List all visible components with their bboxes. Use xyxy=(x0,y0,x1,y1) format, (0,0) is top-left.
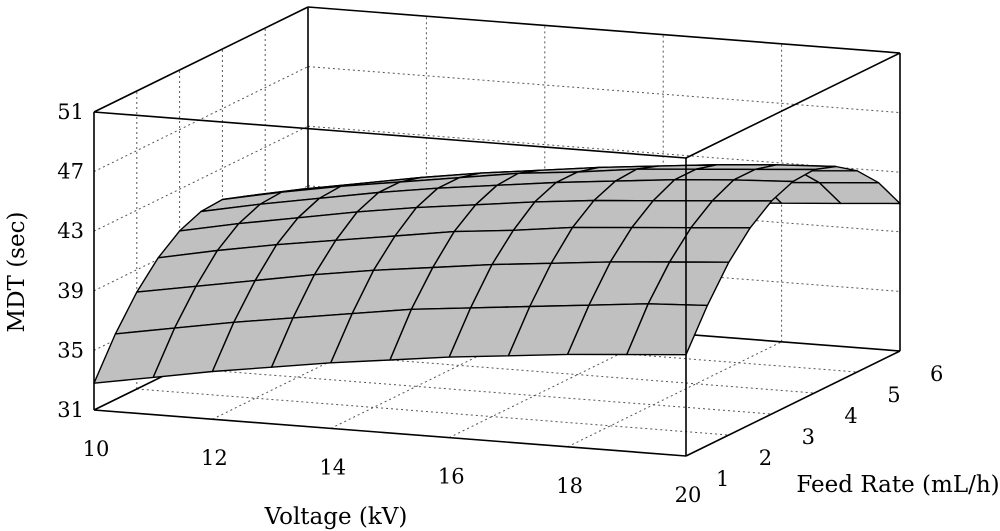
y-tick-label: 1 xyxy=(716,467,729,491)
x-tick-label: 14 xyxy=(319,455,346,479)
box-edge xyxy=(307,6,901,54)
x-tick-label: 10 xyxy=(83,437,110,461)
box-edge xyxy=(685,52,901,159)
box-edge xyxy=(93,409,687,457)
box-edge xyxy=(93,6,309,113)
z-tick-label: 39 xyxy=(57,279,84,303)
z-tick-label: 51 xyxy=(57,100,84,124)
wall-grid-line xyxy=(307,125,901,173)
box-edge xyxy=(685,350,901,457)
y-axis-title: Feed Rate (mL/h) xyxy=(796,472,999,498)
z-tick-label: 47 xyxy=(57,160,84,184)
x-tick-label: 20 xyxy=(675,483,702,507)
x-tick-label: 18 xyxy=(556,474,583,498)
floor-grid-line xyxy=(179,367,772,415)
box-front-edges xyxy=(93,111,687,456)
y-tick-label: 2 xyxy=(759,446,772,470)
box-edge xyxy=(93,111,687,159)
z-tick-label: 31 xyxy=(57,398,84,422)
y-tick-labels: 1 2 3 4 5 6 xyxy=(716,362,943,491)
wall-grid-line xyxy=(93,66,309,173)
z-tick-label: 35 xyxy=(57,338,84,362)
x-axis-title: Voltage (kV) xyxy=(264,504,408,530)
x-tick-labels: 10 12 14 16 18 20 xyxy=(83,437,702,507)
y-tick-label: 6 xyxy=(930,362,943,386)
y-tick-label: 4 xyxy=(844,404,857,428)
surface-facet xyxy=(626,303,709,356)
floor-grid-line xyxy=(136,388,729,436)
y-tick-label: 3 xyxy=(802,425,815,449)
surface-mesh xyxy=(93,163,901,384)
x-tick-label: 12 xyxy=(201,446,228,470)
x-tick-label: 16 xyxy=(438,465,465,489)
z-axis-title: MDT (sec) xyxy=(4,212,30,333)
z-tick-labels: 31 35 39 43 47 51 xyxy=(57,100,84,422)
z-tick-label: 43 xyxy=(57,219,84,243)
floor-grid-line xyxy=(222,346,815,394)
wall-grid-line xyxy=(307,66,901,114)
y-tick-label: 5 xyxy=(887,383,900,407)
